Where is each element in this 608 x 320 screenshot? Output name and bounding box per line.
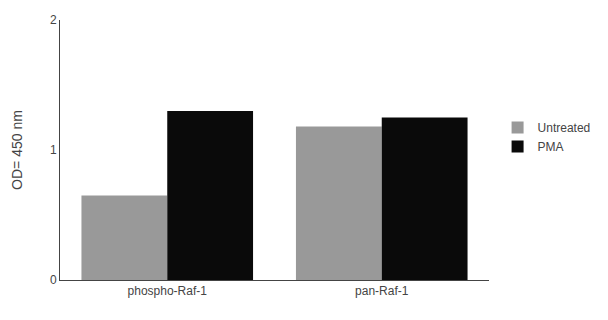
svg-text:PMA: PMA	[538, 140, 564, 154]
svg-text:0: 0	[50, 273, 57, 287]
svg-text:phospho-Raf-1: phospho-Raf-1	[128, 284, 208, 298]
svg-text:OD= 450 nm: OD= 450 nm	[9, 110, 25, 190]
svg-text:1: 1	[50, 143, 57, 157]
svg-text:2: 2	[50, 13, 57, 27]
svg-text:pan-Raf-1: pan-Raf-1	[355, 284, 409, 298]
svg-text:Untreated: Untreated	[538, 121, 591, 135]
